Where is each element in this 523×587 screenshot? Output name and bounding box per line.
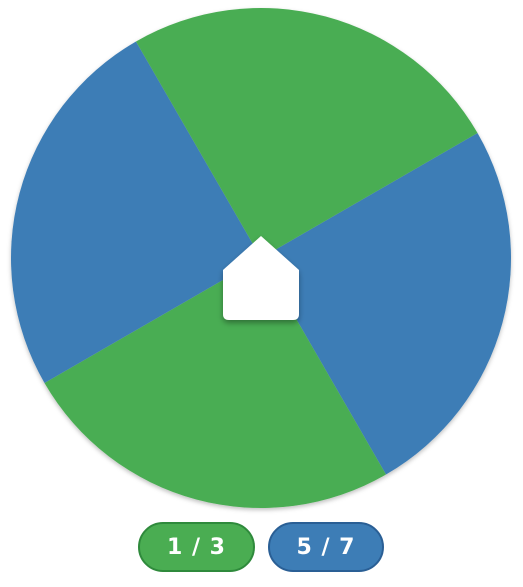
wheel-sector-green[interactable]	[44, 258, 387, 509]
green-score-badge: 1 / 3	[138, 522, 255, 572]
blue-score-label: 5 / 7	[296, 534, 356, 560]
wheel-sector-blue[interactable]	[261, 133, 512, 475]
spinner-wheel[interactable]	[0, 0, 523, 520]
blue-score-badge: 5 / 7	[268, 522, 384, 572]
wheel-sector-blue[interactable]	[10, 41, 261, 384]
home-pointer-icon[interactable]	[219, 234, 303, 326]
wheel-sector-green[interactable]	[136, 7, 478, 258]
green-score-label: 1 / 3	[167, 534, 226, 560]
